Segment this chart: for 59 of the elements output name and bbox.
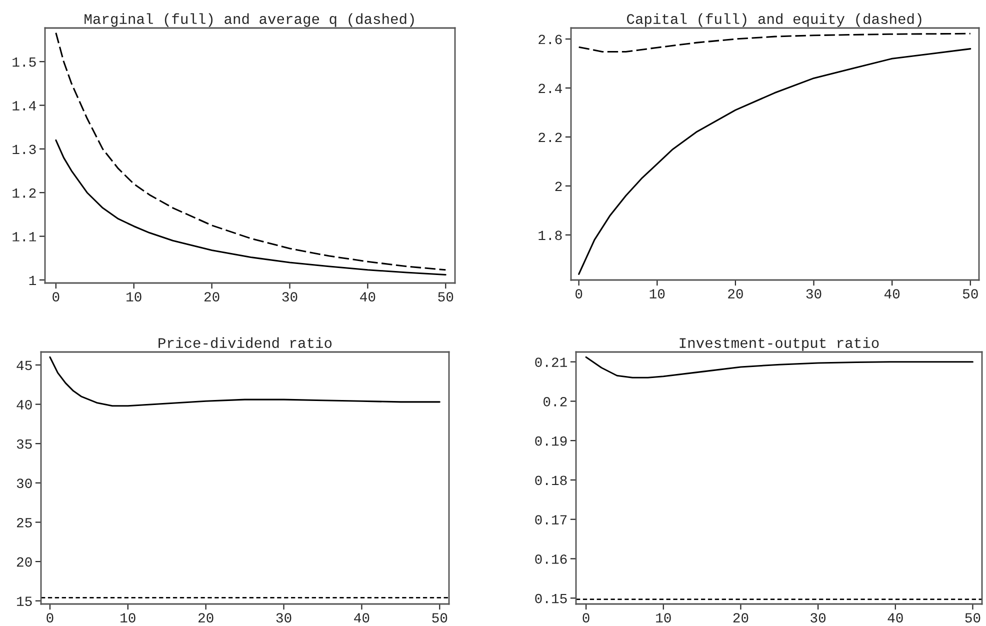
x-tick-label: 0 — [582, 613, 590, 623]
x-tick-label: 0 — [576, 289, 582, 299]
line-series — [55, 32, 446, 271]
x-tick-label: 30 — [276, 613, 292, 623]
y-tick-label: 0.21 — [535, 358, 567, 368]
x-tick-label: 20 — [728, 289, 743, 299]
x-tick-label: 50 — [965, 613, 980, 623]
x-tick-label: 50 — [438, 292, 454, 302]
x-tick-label: 20 — [198, 613, 214, 623]
x-tick-label: 50 — [962, 289, 978, 299]
y-tick-label: 2.6 — [538, 34, 562, 44]
y-tick-label: 0.18 — [535, 476, 567, 486]
y-tick-label: 0.15 — [535, 594, 567, 604]
y-tick-label: 0.16 — [535, 554, 567, 564]
y-tick-label: 40 — [16, 400, 32, 410]
line-series — [578, 32, 972, 53]
y-tick-label: 25 — [16, 518, 32, 528]
y-tick-label: 0.2 — [544, 396, 567, 406]
y-tick-label: 2.2 — [538, 132, 562, 142]
y-tick-label: 35 — [16, 439, 32, 449]
y-tick-label: 0.17 — [535, 515, 567, 525]
y-tick-label: 1.8 — [538, 230, 562, 240]
x-tick-label: 20 — [733, 613, 748, 623]
x-tick-label: 40 — [360, 292, 376, 302]
y-tick-label: 2 — [555, 182, 562, 191]
x-tick-label: 40 — [884, 289, 900, 299]
y-tick-label: 1 — [29, 276, 36, 285]
line-series — [55, 139, 446, 276]
chart-title: Capital (full) and equity (dashed) — [627, 13, 922, 27]
chart-title: Price-dividend ratio — [158, 337, 332, 348]
chart-title: Marginal (full) and average q (dashed) — [84, 13, 414, 27]
y-tick-label: 2.4 — [538, 84, 562, 94]
y-tick-label: 1.5 — [12, 58, 36, 67]
x-tick-label: 10 — [120, 613, 136, 623]
y-tick-label: 20 — [16, 557, 32, 567]
x-tick-label: 10 — [656, 613, 671, 623]
x-tick-label: 10 — [126, 292, 142, 302]
x-tick-label: 20 — [204, 292, 220, 302]
x-tick-label: 30 — [282, 292, 298, 302]
chart-title: Investment-output ratio — [680, 337, 879, 351]
y-tick-label: 1.2 — [12, 188, 36, 198]
x-tick-label: 50 — [432, 613, 448, 623]
x-tick-label: 30 — [806, 289, 822, 299]
line-series — [49, 356, 440, 407]
x-tick-label: 40 — [354, 613, 370, 623]
y-tick-label: 1.1 — [12, 232, 36, 242]
x-tick-label: 30 — [810, 613, 826, 623]
y-tick-label: 1.4 — [12, 101, 36, 110]
x-tick-label: 10 — [650, 289, 665, 299]
y-tick-label: 30 — [16, 478, 32, 488]
x-tick-label: 0 — [52, 292, 60, 302]
line-series — [585, 356, 974, 378]
y-tick-label: 1.3 — [12, 144, 36, 154]
y-tick-label: 15 — [17, 596, 32, 606]
x-tick-label: 40 — [888, 613, 903, 623]
line-series — [578, 48, 972, 275]
y-tick-label: 45 — [16, 360, 32, 370]
x-tick-label: 0 — [46, 613, 54, 623]
y-tick-label: 0.19 — [535, 436, 567, 446]
